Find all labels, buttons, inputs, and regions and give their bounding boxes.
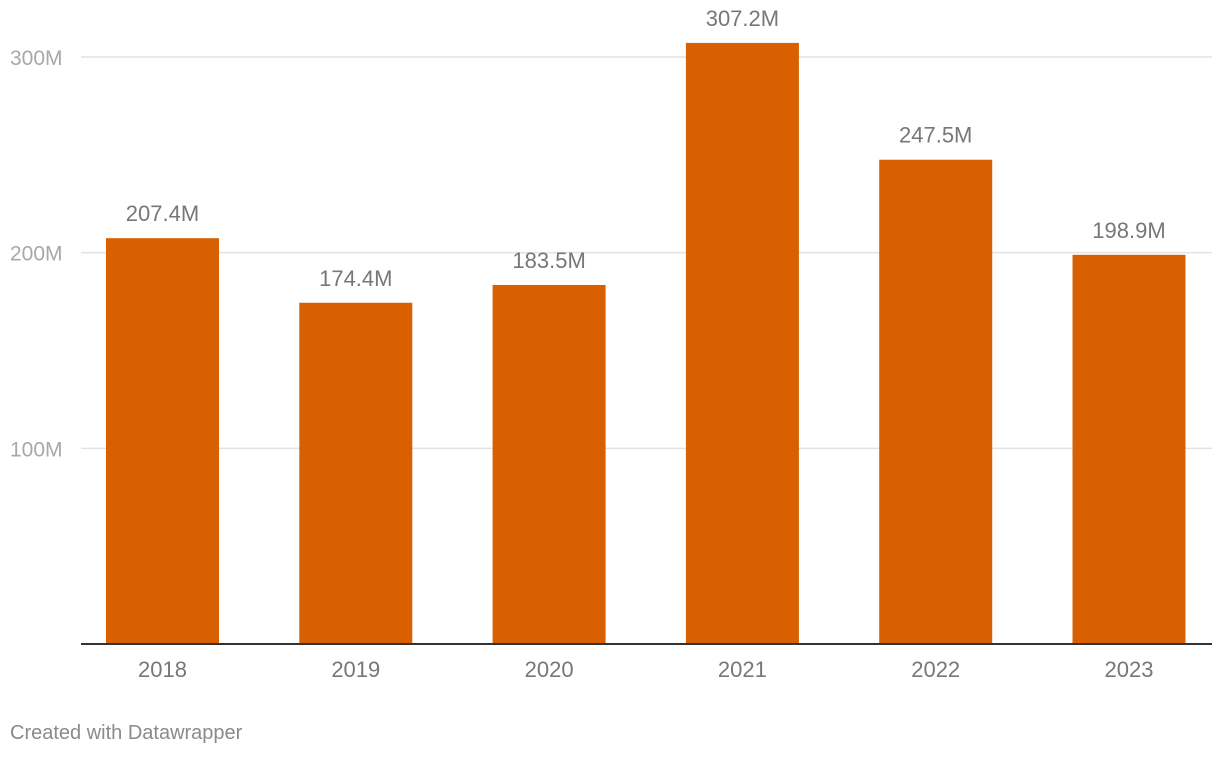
bar-2019: [299, 302, 413, 644]
value-label-2019: 174.4M: [319, 266, 392, 291]
value-label-2023: 198.9M: [1092, 218, 1165, 243]
bar-chart: 100M 200M 300M 207.4M 174.4M 183.5M 307.2M 247…: [10, 6, 1212, 682]
x-axis-ticks: 2018 2019 2020 2021 2022 2023: [138, 657, 1153, 682]
y-tick-label: 100M: [10, 438, 63, 461]
x-tick-label-2023: 2023: [1105, 657, 1154, 682]
value-label-2021: 307.2M: [706, 6, 779, 31]
y-tick-label: 300M: [10, 47, 63, 70]
bars: [106, 42, 1186, 645]
value-label-2018: 207.4M: [126, 201, 199, 226]
y-tick-label: 200M: [10, 243, 63, 266]
bar-2018: [106, 238, 219, 645]
x-tick-label-2022: 2022: [911, 657, 960, 682]
x-tick-label-2021: 2021: [718, 657, 767, 682]
bar-2023: [1072, 254, 1186, 644]
bar-2021: [685, 42, 799, 645]
x-tick-label-2019: 2019: [331, 657, 380, 682]
value-labels: 207.4M 174.4M 183.5M 307.2M 247.5M 198.9M: [126, 6, 1166, 291]
chart-credit: Created with Datawrapper: [10, 722, 243, 744]
x-tick-label-2020: 2020: [525, 657, 574, 682]
value-label-2020: 183.5M: [512, 248, 585, 273]
value-label-2022: 247.5M: [899, 123, 972, 148]
gridlines: [81, 56, 1212, 450]
y-axis-ticks: 100M 200M 300M: [10, 47, 63, 461]
bar-2022: [879, 159, 993, 644]
bar-2020: [492, 284, 606, 644]
x-tick-label-2018: 2018: [138, 657, 187, 682]
